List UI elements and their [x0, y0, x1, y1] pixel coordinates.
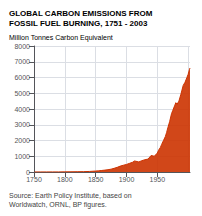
svg-text:3000: 3000 [14, 121, 30, 128]
svg-text:7000: 7000 [14, 58, 30, 65]
svg-text:Worldwatch, ORNL, BP figures.: Worldwatch, ORNL, BP figures. [9, 201, 107, 209]
svg-text:1900: 1900 [119, 176, 135, 183]
svg-text:Million Tonnes Carbon Equivale: Million Tonnes Carbon Equivalent [9, 34, 113, 42]
svg-text:1800: 1800 [57, 176, 73, 183]
svg-text:GLOBAL CARBON EMISSIONS FROM: GLOBAL CARBON EMISSIONS FROM [9, 9, 153, 18]
svg-text:4000: 4000 [14, 106, 30, 113]
svg-text:1950: 1950 [150, 176, 166, 183]
svg-text:1000: 1000 [14, 153, 30, 160]
svg-text:2000: 2000 [14, 137, 30, 144]
svg-text:Source: Earth Policy Institute: Source: Earth Policy Institute, based on [9, 192, 132, 200]
svg-text:0: 0 [26, 169, 30, 176]
svg-text:1850: 1850 [88, 176, 104, 183]
svg-text:6000: 6000 [14, 74, 30, 81]
svg-text:5000: 5000 [14, 90, 30, 97]
svg-text:8000: 8000 [14, 43, 30, 50]
svg-text:1750: 1750 [26, 176, 42, 183]
svg-text:FOSSIL FUEL BURNING, 1751 - 20: FOSSIL FUEL BURNING, 1751 - 2003 [9, 19, 148, 28]
